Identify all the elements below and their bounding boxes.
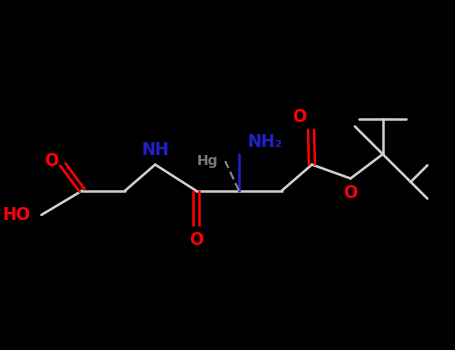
- Text: NH: NH: [142, 141, 169, 159]
- Text: Hg: Hg: [197, 154, 219, 168]
- Text: NH₂: NH₂: [248, 133, 283, 151]
- Text: O: O: [189, 231, 203, 248]
- Text: O: O: [293, 108, 307, 126]
- Text: O: O: [44, 152, 59, 170]
- Text: O: O: [344, 184, 358, 202]
- Text: HO: HO: [3, 206, 30, 224]
